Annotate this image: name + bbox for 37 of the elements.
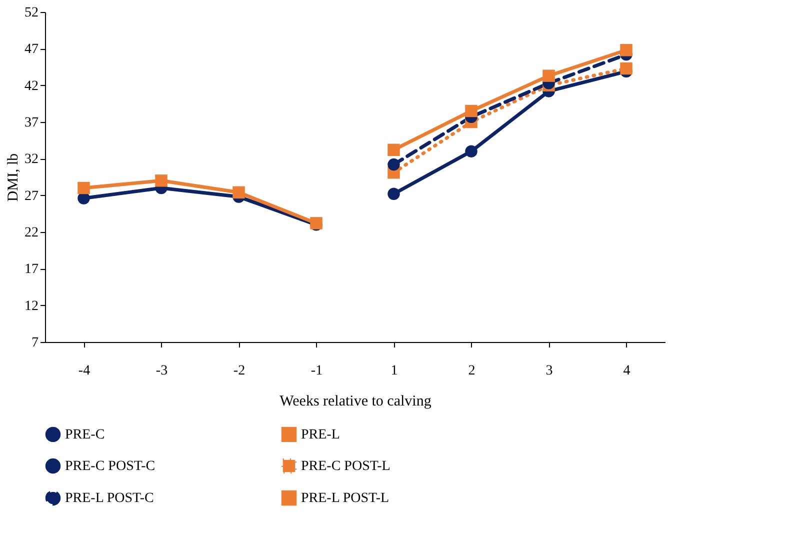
point — [78, 182, 90, 194]
point — [620, 62, 632, 75]
x-tick-label: 4 — [623, 364, 630, 378]
legend-label: PRE-C POST-L — [301, 459, 390, 474]
y-axis-title: DMI, lb — [6, 153, 22, 202]
y-tick-label: 42 — [24, 78, 38, 94]
point — [388, 144, 400, 156]
y-tick-label: 52 — [24, 6, 38, 20]
y-tick-label: 32 — [24, 152, 38, 168]
x-axis-title: Weeks relative to calving — [280, 394, 432, 410]
x-tick-label: 2 — [468, 364, 476, 378]
point — [620, 44, 632, 56]
y-tick-label: 47 — [24, 42, 38, 58]
x-tick-label: -2 — [233, 364, 246, 378]
legend-label: PRE-C POST-C — [65, 459, 156, 474]
point — [232, 186, 245, 199]
legend-label: PRE-L POST-L — [301, 491, 390, 506]
legend-label: PRE-L POST-C — [65, 491, 154, 506]
legend-label: PRE-C — [65, 427, 105, 442]
point — [465, 104, 478, 118]
legend-label: PRE-L — [301, 427, 340, 442]
x-tick-label: 3 — [546, 364, 553, 378]
y-tick-label: 22 — [24, 226, 38, 240]
point — [542, 70, 555, 82]
y-tick-label: 37 — [24, 116, 38, 130]
y-tick-label: 17 — [24, 262, 38, 278]
point — [388, 158, 400, 171]
x-tick-label: -4 — [78, 364, 90, 378]
x-tick-label: -1 — [310, 364, 323, 378]
point — [388, 188, 400, 200]
y-tick-label: 7 — [32, 336, 38, 350]
y-tick-label: 27 — [24, 188, 38, 204]
point — [155, 174, 168, 187]
y-tick-label: 12 — [24, 298, 38, 314]
point — [465, 145, 478, 158]
x-tick-label: 1 — [390, 364, 398, 378]
x-tick-label: -3 — [156, 364, 168, 378]
